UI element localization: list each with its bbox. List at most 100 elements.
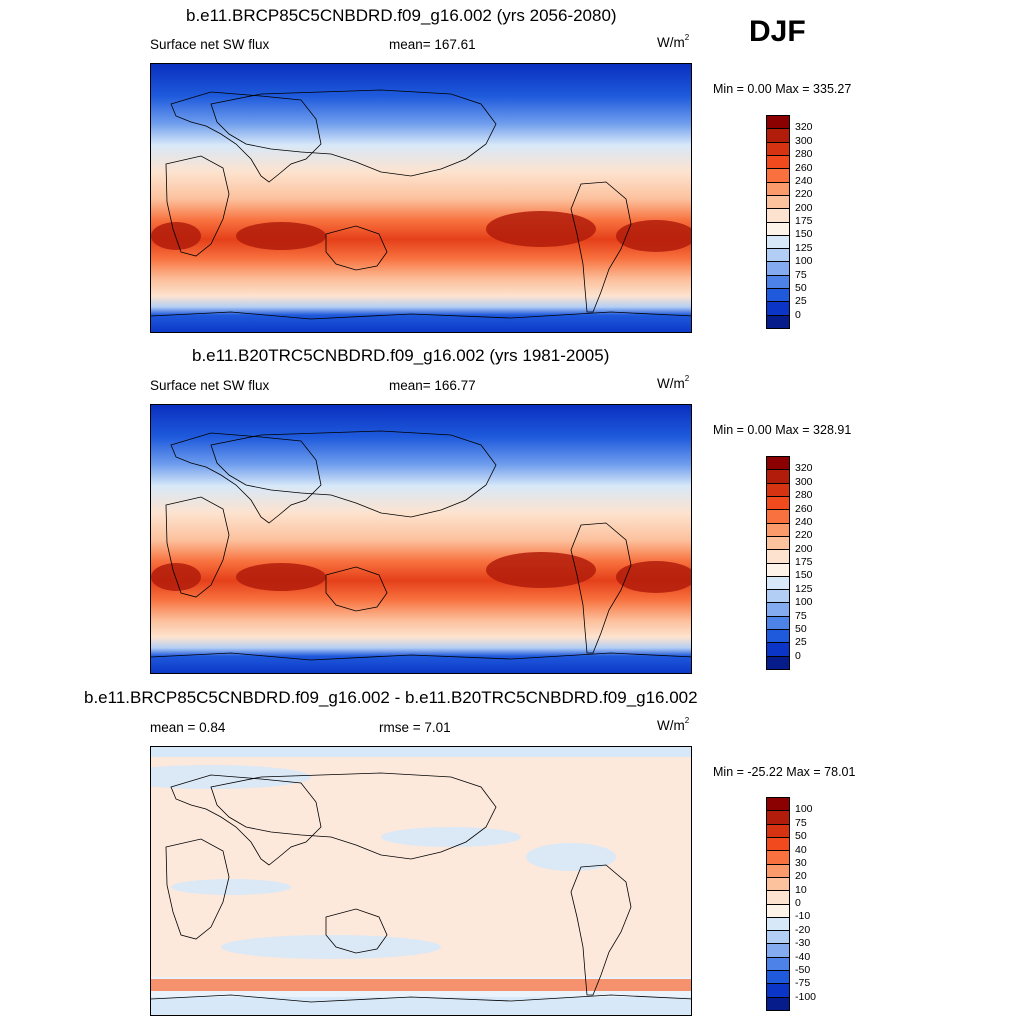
colorbar-tick-label: -20 [795, 923, 811, 936]
panel-3-map [150, 746, 692, 1016]
colorbar-box [767, 837, 789, 852]
panel-2-variable-label: Surface net SW flux [150, 378, 270, 393]
colorbar-box [767, 235, 789, 250]
panel-1-map [150, 63, 692, 333]
colorbar-box [767, 984, 789, 998]
colorbar-box [767, 536, 789, 551]
colorbar-tick-label: 20 [795, 870, 807, 883]
colorbar-box [767, 169, 789, 183]
colorbar-box [767, 302, 789, 316]
colorbar-box [767, 824, 789, 838]
colorbar-tick-label: 150 [795, 569, 813, 582]
colorbar-box [767, 864, 789, 878]
panel-3-rmse-label: rmse = 7.01 [379, 720, 451, 735]
colorbar-box [767, 155, 789, 170]
colorbar-box [767, 917, 789, 932]
colorbar-box [767, 851, 789, 865]
panel-3-units-label: W/m2 [657, 716, 690, 733]
colorbar-box [767, 483, 789, 497]
colorbar-tick-label: 320 [795, 121, 813, 134]
colorbar-tick-label: 75 [795, 609, 807, 622]
panel-1-units-label: W/m2 [657, 33, 690, 50]
colorbar-tick-label: 100 [795, 255, 813, 268]
colorbar-tick-label: 50 [795, 622, 807, 635]
panel-2-colorbar [766, 456, 790, 670]
colorbar-tick-label: -100 [795, 990, 817, 1003]
season-label: DJF [749, 15, 806, 48]
colorbar-box [767, 222, 789, 236]
colorbar-box [767, 811, 789, 825]
colorbar-box [767, 289, 789, 303]
colorbar-tick-label: 100 [795, 803, 813, 816]
colorbar-tick-label: 260 [795, 161, 813, 174]
colorbar-tick-label: -75 [795, 977, 811, 990]
colorbar-box [767, 510, 789, 524]
colorbar-tick-label: -10 [795, 910, 811, 923]
colorbar-box [767, 550, 789, 564]
colorbar-box [767, 129, 789, 143]
panel-2-minmax-label: Min = 0.00 Max = 328.91 [713, 423, 852, 437]
colorbar-box [767, 931, 789, 945]
colorbar-box [767, 997, 789, 1010]
colorbar-box [767, 576, 789, 591]
colorbar-box [767, 656, 789, 669]
colorbar-tick-label: 10 [795, 883, 807, 896]
colorbar-tick-label: 280 [795, 148, 813, 161]
colorbar-tick-label: 50 [795, 830, 807, 843]
colorbar-tick-label: 0 [795, 308, 801, 321]
colorbar-box [767, 116, 789, 130]
panel-3-title: b.e11.BRCP85C5CNBDRD.f09_g16.002 - b.e11… [84, 688, 698, 707]
colorbar-tick-label: 200 [795, 542, 813, 555]
colorbar-box [767, 798, 789, 812]
panel-2-mean-label: mean= 166.77 [389, 378, 476, 393]
colorbar-box [767, 643, 789, 657]
colorbar-tick-label: 0 [795, 897, 801, 909]
colorbar-box [767, 275, 789, 290]
colorbar-tick-label: 280 [795, 489, 813, 502]
colorbar-tick-label: 50 [795, 281, 807, 294]
colorbar-tick-label: 240 [795, 515, 813, 528]
colorbar-tick-label: 30 [795, 856, 807, 869]
panel-1-variable-label: Surface net SW flux [150, 37, 270, 52]
colorbar-box [767, 590, 789, 604]
panel-2-units-label: W/m2 [657, 374, 690, 391]
colorbar-box [767, 891, 789, 905]
colorbar-tick-label: 40 [795, 843, 807, 856]
colorbar-box [767, 470, 789, 484]
colorbar-box [767, 957, 789, 972]
colorbar-tick-label: 75 [795, 268, 807, 281]
colorbar-tick-label: 25 [795, 636, 807, 649]
panel-1-colorbar [766, 115, 790, 329]
colorbar-box [767, 904, 789, 918]
colorbar-tick-label: -50 [795, 963, 811, 976]
colorbar-box [767, 195, 789, 210]
colorbar-box [767, 457, 789, 471]
colorbar-tick-label: -30 [795, 937, 811, 950]
colorbar-box [767, 877, 789, 892]
colorbar-tick-label: 220 [795, 529, 813, 542]
colorbar-tick-label: 150 [795, 228, 813, 241]
colorbar-tick-label: -40 [795, 950, 811, 963]
colorbar-tick-label: 125 [795, 582, 813, 595]
colorbar-box [767, 971, 789, 985]
colorbar-box [767, 315, 789, 328]
colorbar-tick-label: 220 [795, 188, 813, 201]
colorbar-tick-label: 0 [795, 649, 801, 662]
colorbar-box [767, 616, 789, 631]
colorbar-box [767, 563, 789, 577]
colorbar-tick-label: 25 [795, 295, 807, 308]
colorbar-tick-label: 260 [795, 502, 813, 515]
colorbar-box [767, 523, 789, 537]
colorbar-box [767, 262, 789, 276]
colorbar-tick-label: 240 [795, 174, 813, 187]
colorbar-tick-label: 100 [795, 596, 813, 609]
colorbar-box [767, 142, 789, 156]
colorbar-tick-label: 125 [795, 241, 813, 254]
panel-1-mean-label: mean= 167.61 [389, 37, 476, 52]
colorbar-box [767, 496, 789, 511]
colorbar-tick-label: 300 [795, 475, 813, 488]
colorbar-box [767, 603, 789, 617]
panel-1-minmax-label: Min = 0.00 Max = 335.27 [713, 82, 852, 96]
colorbar-box [767, 630, 789, 644]
colorbar-tick-label: 200 [795, 201, 813, 214]
